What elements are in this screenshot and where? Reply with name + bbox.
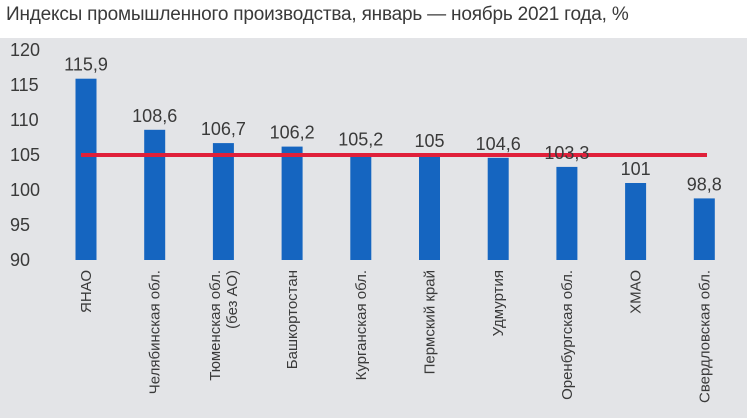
data-label: 105,2 <box>338 130 383 150</box>
y-tick-label: 110 <box>10 110 39 130</box>
chart-title: Индексы промышленного производства, янва… <box>6 4 629 25</box>
bar-chart: 90 95 100 105 110 115 120 115,9 108,6 106,7 106,2… <box>10 40 722 403</box>
bar <box>350 153 372 260</box>
data-label: 106,2 <box>270 123 315 143</box>
bar <box>281 146 303 260</box>
y-tick-label: 120 <box>10 40 40 60</box>
category-label: Тюменская обл. <box>207 270 224 381</box>
category-label: Удмуртия <box>490 270 507 336</box>
bar <box>75 78 97 260</box>
category-label: ХМАО <box>628 270 645 314</box>
bar <box>693 198 715 260</box>
data-label: 106,7 <box>201 119 246 139</box>
category-label: Курганская обл. <box>353 270 370 380</box>
bars-group <box>75 78 715 260</box>
data-label: 115,9 <box>64 55 108 75</box>
bar <box>556 166 578 260</box>
y-tick-label: 90 <box>10 250 30 270</box>
data-label: 104,6 <box>476 134 521 154</box>
category-label: Челябинская обл. <box>147 270 164 394</box>
category-labels-group: ЯНАО Челябинская обл. Тюменская обл. (без А… <box>78 270 713 403</box>
data-label: 105 <box>414 131 444 151</box>
y-tick-label: 115 <box>10 75 39 95</box>
y-axis: 90 95 100 105 110 115 120 <box>10 40 40 270</box>
bar <box>625 183 647 260</box>
bar <box>419 155 440 260</box>
y-tick-label: 105 <box>10 145 40 165</box>
category-label: ЯНАО <box>78 270 95 313</box>
category-label: Оренбургская обл. <box>559 270 576 400</box>
data-label: 108,6 <box>132 106 177 126</box>
bar <box>144 129 166 260</box>
bar <box>212 143 234 260</box>
category-label: Свердловская обл. <box>696 270 713 403</box>
data-label: 103,3 <box>544 143 589 163</box>
data-label: 101 <box>621 159 651 179</box>
y-tick-label: 100 <box>10 180 40 200</box>
value-labels-group: 115,9 108,6 106,7 106,2 105,2 105 104,6 103,3 10… <box>64 55 722 195</box>
category-label: (без АО) <box>224 270 241 329</box>
y-tick-label: 95 <box>10 215 30 235</box>
data-label: 98,8 <box>687 174 722 194</box>
chart-panel: 90 95 100 105 110 115 120 115,9 108,6 106,7 106,2… <box>0 38 747 418</box>
bar <box>487 157 509 260</box>
category-label: Пермский край <box>422 270 439 374</box>
category-label: Башкортостан <box>284 270 301 369</box>
